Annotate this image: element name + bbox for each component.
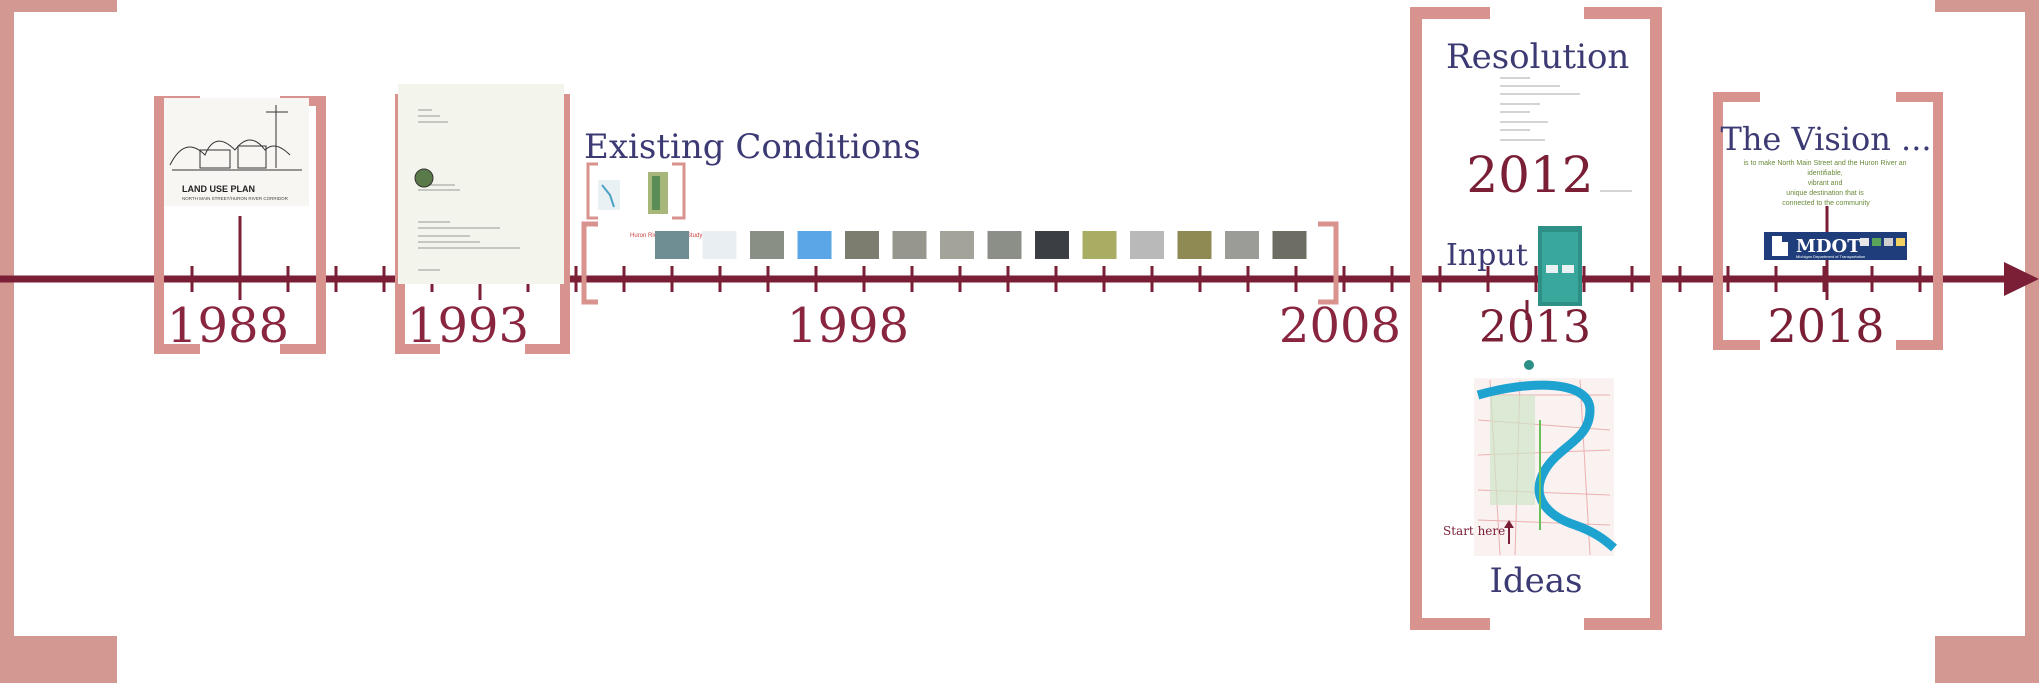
document-1993-thumbnail[interactable] (398, 84, 564, 284)
existing-map-thumbnail[interactable] (598, 180, 620, 210)
vision-text: is to make North Main Street and the Hur… (1744, 160, 1909, 207)
resolution-document[interactable] (1500, 77, 1632, 192)
bracket-2012-2013[interactable] (1410, 7, 1662, 630)
vision-title: The Vision ... (1720, 120, 1931, 158)
start-here-label: Start here (1443, 524, 1505, 538)
photo-thumbnail[interactable] (845, 231, 879, 259)
photo-thumbnail[interactable] (1177, 231, 1212, 259)
plan-subtitle: NORTH MAIN STREET/HURON RIVER CORRIDOR (182, 196, 289, 201)
land-use-plan-thumbnail[interactable]: LAND USE PLAN NORTH MAIN STREET/HURON RI… (164, 98, 309, 206)
mdot-logo-text: MDOT (1796, 236, 1861, 257)
ideas-map[interactable]: Start here (1443, 360, 1617, 556)
photo-thumbnail[interactable] (940, 231, 974, 259)
year-1998: 1998 (787, 298, 909, 354)
bracket-existing-thumbs[interactable] (586, 162, 686, 220)
photo-thumbnail[interactable] (987, 231, 1022, 259)
year-1988: 1988 (167, 298, 289, 354)
bracket-photo-strip[interactable] (581, 221, 1339, 305)
year-2012: 2012 (1466, 146, 1593, 204)
timeline-ticks (190, 266, 1922, 292)
year-1993: 1993 (407, 298, 529, 354)
existing-conditions-title: Existing Conditions (584, 127, 921, 167)
photo-thumbnail[interactable] (1272, 231, 1307, 259)
photo-thumbnail[interactable] (892, 231, 927, 259)
timeline-arrowhead (2004, 262, 2039, 296)
photo-thumbnail[interactable] (1035, 231, 1069, 259)
ideas-title: Ideas (1489, 561, 1582, 601)
photo-thumbnail[interactable] (797, 231, 832, 259)
photo-thumbnail[interactable] (1082, 231, 1117, 259)
photo-thumbnail[interactable] (1225, 231, 1259, 259)
outer-bracket-left (0, 0, 117, 683)
plan-title: LAND USE PLAN (182, 184, 255, 194)
existing-aerial-thumbnail[interactable] (648, 172, 668, 214)
photo-thumbnail[interactable] (702, 231, 737, 259)
year-2018: 2018 (1767, 299, 1884, 353)
photo-thumbnail[interactable] (655, 231, 689, 259)
photo-strip[interactable] (655, 231, 1307, 259)
resolution-title: Resolution (1446, 37, 1629, 77)
bracket-2018[interactable] (1713, 92, 1943, 350)
photo-thumbnail[interactable] (750, 231, 784, 259)
outer-bracket-right (1935, 0, 2039, 683)
input-panel[interactable] (1538, 226, 1582, 306)
mdot-logo-subtext: Michigan Department of Transportation (1796, 254, 1865, 259)
year-2013: 2013 (1479, 302, 1591, 353)
year-2008: 2008 (1279, 298, 1401, 354)
photo-thumbnail[interactable] (1130, 231, 1164, 259)
input-title: Input (1446, 238, 1528, 273)
mdot-logo: MDOT Michigan Department of Transportati… (1764, 232, 1907, 260)
